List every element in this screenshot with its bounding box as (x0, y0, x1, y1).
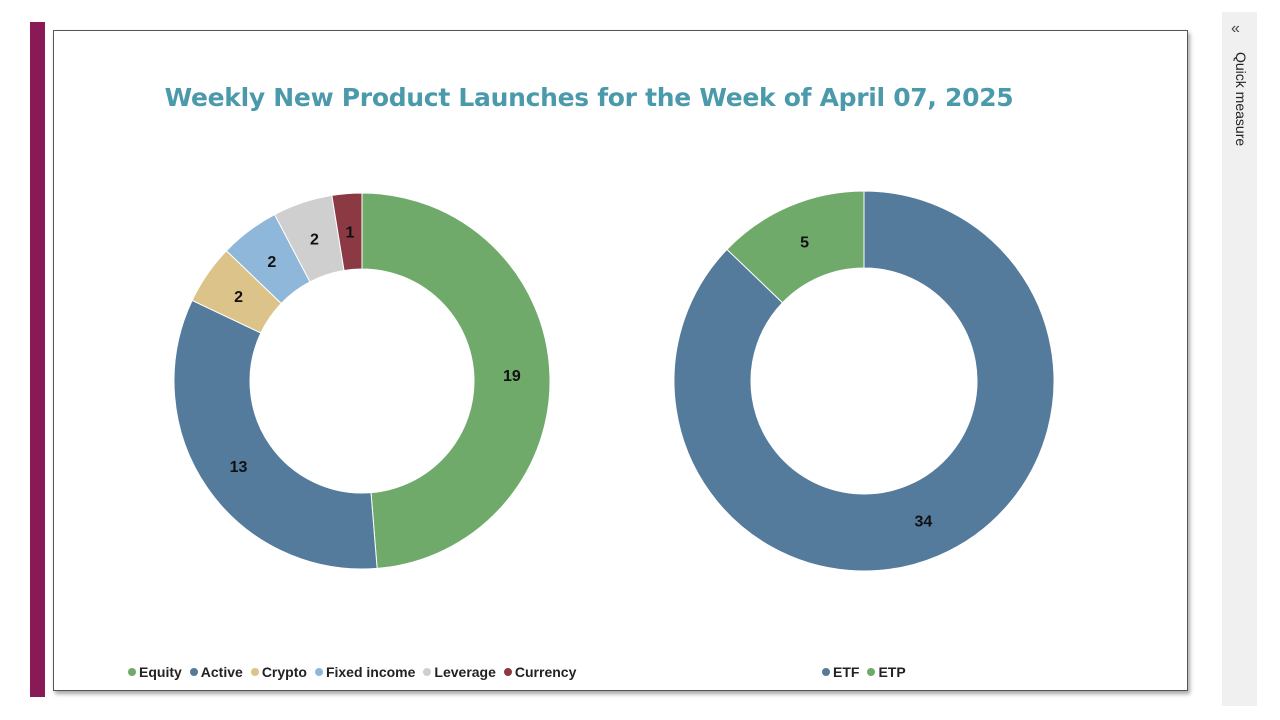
legend-item[interactable]: Equity (128, 664, 182, 680)
legend-label: ETF (833, 664, 860, 680)
data-label: 5 (800, 235, 809, 252)
slice-equity[interactable] (361, 192, 551, 569)
data-label: 34 (914, 513, 932, 530)
legend-label: Crypto (261, 664, 307, 680)
quick-measure-label[interactable]: Quick measure (1233, 52, 1249, 147)
legend-dot-icon (423, 668, 432, 676)
legend-item[interactable]: Fixed income (314, 664, 416, 680)
donut-charts: 19 13 2 2 2 1 34 5 (173, 190, 1055, 572)
legend-dot-icon (503, 668, 512, 676)
slice-etf[interactable] (673, 190, 1055, 572)
slice-active[interactable] (173, 299, 378, 570)
chart-card: Weekly New Product Launches for the Week… (53, 30, 1188, 691)
data-label: 13 (230, 459, 248, 476)
chart-title: Weekly New Product Launches for the Week… (164, 83, 1014, 112)
legend-item[interactable]: Currency (503, 664, 577, 680)
legend-item[interactable]: ETP (867, 664, 906, 680)
legend-dot-icon (189, 668, 198, 676)
legend-dot-icon (250, 668, 259, 676)
legend-dot-icon (314, 668, 323, 676)
legend-item[interactable]: Leverage (423, 664, 496, 680)
quick-measure-pane[interactable]: « Quick measure (1222, 12, 1257, 706)
legend-category: Equity Active Crypto Fixed income Leverage Cu… (128, 664, 576, 680)
data-label: 2 (267, 254, 276, 271)
data-label: 19 (503, 368, 521, 385)
legend-label: Fixed income (325, 664, 416, 680)
data-label: 2 (234, 289, 243, 306)
legend-label: Leverage (434, 664, 496, 680)
slice-currency[interactable] (331, 192, 363, 272)
data-label: 2 (310, 232, 319, 249)
legend-type: ETF ETP (822, 664, 906, 680)
accent-bar (30, 22, 45, 697)
legend-label: Equity (139, 664, 182, 680)
legend-label: ETP (878, 664, 906, 680)
legend-dot-icon (128, 668, 136, 676)
legend-label: Currency (514, 664, 577, 680)
legend-dot-icon (822, 668, 830, 676)
data-label: 1 (345, 224, 354, 241)
slice-etp[interactable] (726, 190, 865, 304)
legend-dot-icon (867, 668, 876, 676)
legend-label: Active (200, 664, 243, 680)
legend-item[interactable]: ETF (822, 664, 859, 680)
legend-item[interactable]: Active (189, 664, 243, 680)
legend-item[interactable]: Crypto (250, 664, 307, 680)
double-chevron-left-icon[interactable]: « (1231, 20, 1240, 37)
